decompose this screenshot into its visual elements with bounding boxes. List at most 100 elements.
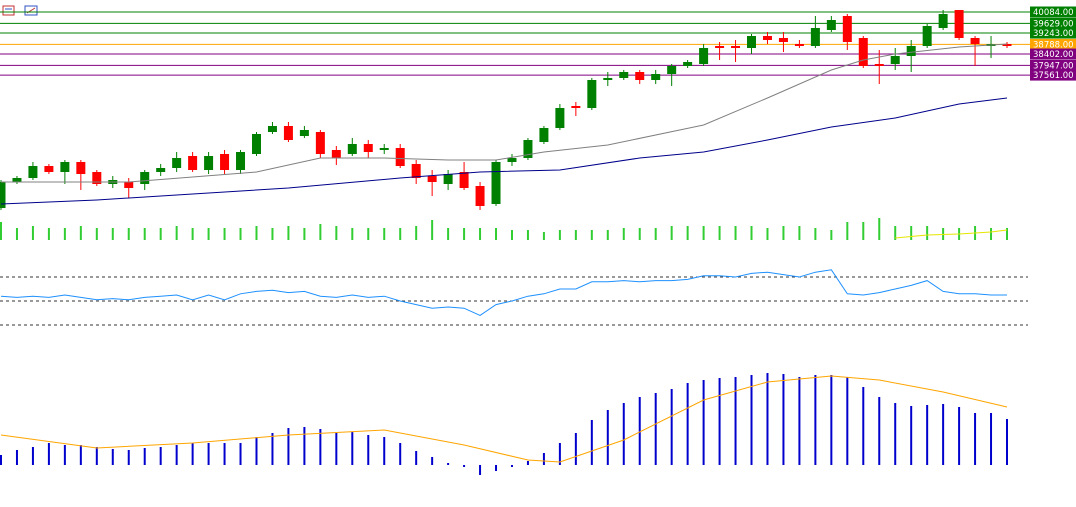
bar [558,443,561,465]
bar [399,443,402,465]
bar [95,447,98,465]
bar [207,443,210,465]
bar [383,437,386,465]
bar [990,228,993,240]
candle-body [0,182,6,208]
bar [15,228,18,240]
price-label-box [1030,6,1076,18]
bar [750,226,753,240]
bar [479,465,482,475]
candle-body [970,38,980,44]
candle-body [794,44,804,46]
candle-body [922,26,932,46]
bar [95,228,98,240]
candle-body [347,144,357,154]
candle-body [619,72,629,78]
bar [862,387,865,465]
bar [702,380,705,465]
bar [159,447,162,465]
bar [846,377,849,465]
candle-body [44,166,54,172]
candle-body [571,106,581,108]
price-label: 39243.00 [1033,29,1074,39]
overlay-line [895,229,1008,239]
bar [79,445,82,465]
candle-body [635,72,645,80]
bar [894,226,897,240]
bar [111,449,114,465]
candle-body [60,162,70,172]
price-label: 38402.00 [1033,50,1074,60]
bar [606,230,609,240]
bar [175,226,178,240]
bar [766,373,769,465]
candle-body [699,48,709,64]
candle-body [92,172,102,184]
bar [15,450,18,465]
bar [974,413,977,465]
candle-body [539,128,549,142]
bar [383,228,386,240]
candle-body [475,186,485,206]
bar [255,226,258,240]
candle-body [220,154,230,170]
candle-body [124,182,134,188]
bar [303,228,306,240]
bar [830,375,833,465]
bar [367,435,370,465]
bar [223,228,226,240]
bar [495,465,498,471]
candle-body [267,126,277,132]
bar [910,406,913,465]
bar [287,226,290,240]
bar [686,226,689,240]
bar [0,222,2,240]
candle-body [172,158,182,168]
candle-body [28,166,38,178]
candle-body [683,62,693,66]
candle-body [459,172,469,188]
candle-body [140,172,150,184]
toolbar-icons[interactable] [2,5,38,16]
candle-body [204,156,214,170]
candle-body [156,168,166,172]
candle-body [603,78,613,80]
candle-body [651,74,661,80]
bar [463,465,466,467]
bar [447,228,450,240]
bar [271,228,274,240]
bar [495,228,498,240]
price-label: 40084.00 [1033,8,1074,18]
bar [79,226,82,240]
bar [431,220,434,240]
bar [958,407,961,465]
candle-body [76,162,86,174]
icon[interactable] [2,5,15,16]
bar [750,375,753,465]
bar [335,433,338,465]
bar [590,420,593,465]
bar [798,377,801,465]
overlay-line [0,97,1008,205]
candle-body [427,176,437,182]
price-label-box [1030,69,1076,81]
candle-body [411,164,421,178]
bar [654,228,657,240]
bar [335,226,338,240]
price-label-box [1030,17,1076,29]
bar [910,226,913,240]
candle-body [731,46,741,48]
candle-body [826,20,836,30]
bar [351,228,354,240]
bar [622,403,625,465]
bar [175,445,178,465]
bar [718,378,721,465]
price-label-box [1030,27,1076,39]
bar [718,226,721,240]
candle-body [331,150,341,158]
bar [686,383,689,465]
candle-body [938,14,948,28]
candle-body [715,46,725,48]
candle-body [363,144,373,152]
bar [31,226,34,240]
